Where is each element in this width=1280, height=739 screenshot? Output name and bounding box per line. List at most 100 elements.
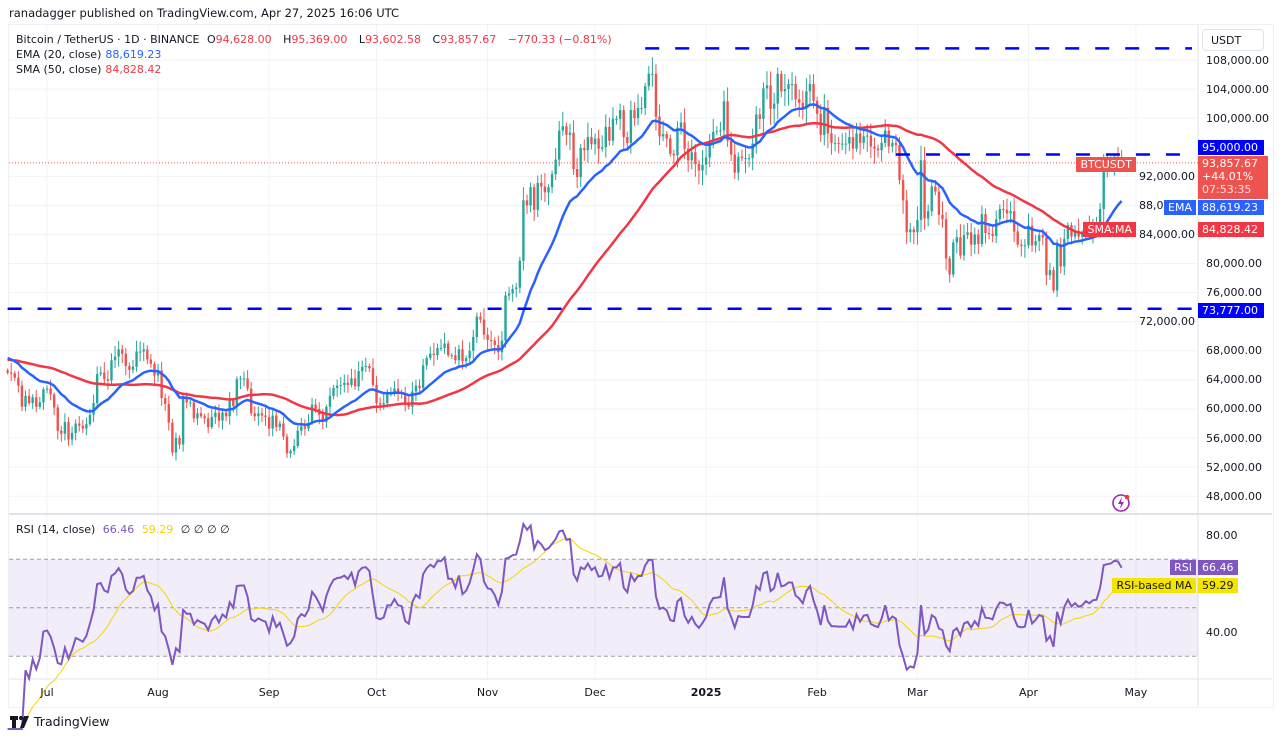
candle-body	[869, 135, 873, 147]
time-axis-label: Apr	[1018, 686, 1038, 699]
candle-body	[350, 378, 353, 385]
candle-body	[167, 403, 170, 423]
ema-legend-value: 88,619.23	[105, 48, 162, 61]
candle-body	[242, 378, 246, 380]
candle-body	[217, 412, 221, 421]
rsi-legend-label: RSI (14, close)	[16, 523, 96, 536]
candle-body	[1102, 166, 1105, 210]
candle-body	[926, 211, 930, 219]
candle-body	[844, 143, 847, 145]
candle-body	[565, 126, 568, 135]
candle-body	[1020, 244, 1023, 247]
candle-body	[977, 234, 980, 244]
candle-body	[178, 438, 181, 445]
candle-body	[214, 412, 217, 417]
candle-body	[436, 347, 439, 356]
candle-body	[92, 403, 95, 415]
candle-body	[425, 358, 428, 366]
candle-body	[661, 134, 665, 137]
candle-body	[751, 143, 754, 159]
candle-body	[113, 356, 117, 361]
currency-button[interactable]: USDT	[1202, 29, 1264, 51]
candle-body	[611, 118, 615, 141]
candle-body	[1009, 211, 1012, 214]
candle-body	[246, 378, 249, 389]
candle-body	[1063, 238, 1066, 267]
candle-body	[787, 83, 790, 90]
candle-body	[418, 385, 421, 388]
candle-body	[292, 446, 296, 452]
candle-body	[826, 107, 830, 134]
candle-body	[189, 402, 192, 404]
candle-body	[772, 103, 776, 109]
tradingview-logo[interactable]: TradingView	[10, 714, 110, 729]
candle-body	[289, 451, 292, 454]
candle-body	[561, 126, 565, 131]
candle-body	[56, 407, 59, 431]
candle-body	[629, 110, 633, 143]
sma-name-tag: SMA:MA	[1083, 222, 1136, 237]
low-value: 93,602.58	[365, 33, 422, 46]
candle-body	[862, 136, 865, 143]
time-axis-label: Sep	[258, 686, 280, 699]
candle-body	[805, 91, 808, 109]
candle-body	[196, 413, 199, 419]
candle-body	[454, 355, 457, 361]
candle-body	[221, 412, 224, 421]
sma-legend[interactable]: SMA (50, close) 84,828.42	[16, 63, 165, 76]
candle-body	[224, 412, 228, 417]
candle-body	[525, 200, 529, 206]
candle-body	[78, 423, 81, 426]
candle-body	[35, 397, 38, 407]
candle-body	[472, 336, 475, 351]
candle-body	[572, 132, 575, 170]
candle-body	[740, 156, 744, 159]
lightning-icon[interactable]	[1111, 493, 1131, 513]
candle-body	[769, 85, 772, 109]
candle-body	[719, 130, 722, 132]
candle-body	[1052, 270, 1055, 291]
candle-body	[439, 347, 443, 349]
candle-body	[955, 237, 959, 243]
candle-body	[726, 101, 729, 141]
candle-body	[124, 353, 128, 367]
candle-body	[206, 418, 210, 428]
candle-body	[364, 366, 367, 368]
candle-body	[185, 396, 188, 403]
candle-body	[851, 137, 855, 149]
candle-body	[13, 373, 16, 378]
rsi-legend[interactable]: RSI (14, close) 66.46 59.29 ∅ ∅ ∅ ∅	[16, 523, 234, 536]
candle-body	[321, 414, 325, 423]
candle-body	[285, 436, 289, 454]
time-axis-label: Dec	[584, 686, 606, 699]
candle-body	[42, 389, 45, 403]
candle-body	[443, 343, 446, 348]
candle-body	[339, 384, 342, 386]
candle-body	[457, 349, 461, 361]
candle-body	[833, 142, 837, 144]
symbol-title[interactable]: Bitcoin / TetherUS · 1D · BINANCE	[16, 33, 200, 46]
candle-body	[905, 200, 908, 233]
candle-body	[239, 378, 242, 380]
candle-body	[361, 366, 364, 372]
rsi-legend-value: 66.46	[102, 523, 135, 536]
candle-body	[199, 413, 203, 417]
candle-body	[948, 258, 951, 275]
low-label: L	[358, 33, 366, 46]
candle-body	[643, 86, 647, 108]
candle-body	[357, 371, 360, 387]
candle-body	[952, 242, 955, 275]
candle-body	[332, 387, 335, 396]
candle-body	[583, 147, 586, 151]
candle-body	[511, 289, 514, 294]
ema-legend[interactable]: EMA (20, close) 88,619.23	[16, 48, 165, 61]
last-price: 93,857.67	[1202, 157, 1258, 170]
candle-body	[507, 293, 511, 296]
candle-body	[210, 416, 213, 428]
candle-body	[375, 384, 378, 404]
candle-body	[991, 233, 994, 236]
price-axis-label: 104,000.00	[1206, 82, 1269, 96]
candle-body	[529, 187, 532, 206]
candle-body	[708, 140, 711, 158]
